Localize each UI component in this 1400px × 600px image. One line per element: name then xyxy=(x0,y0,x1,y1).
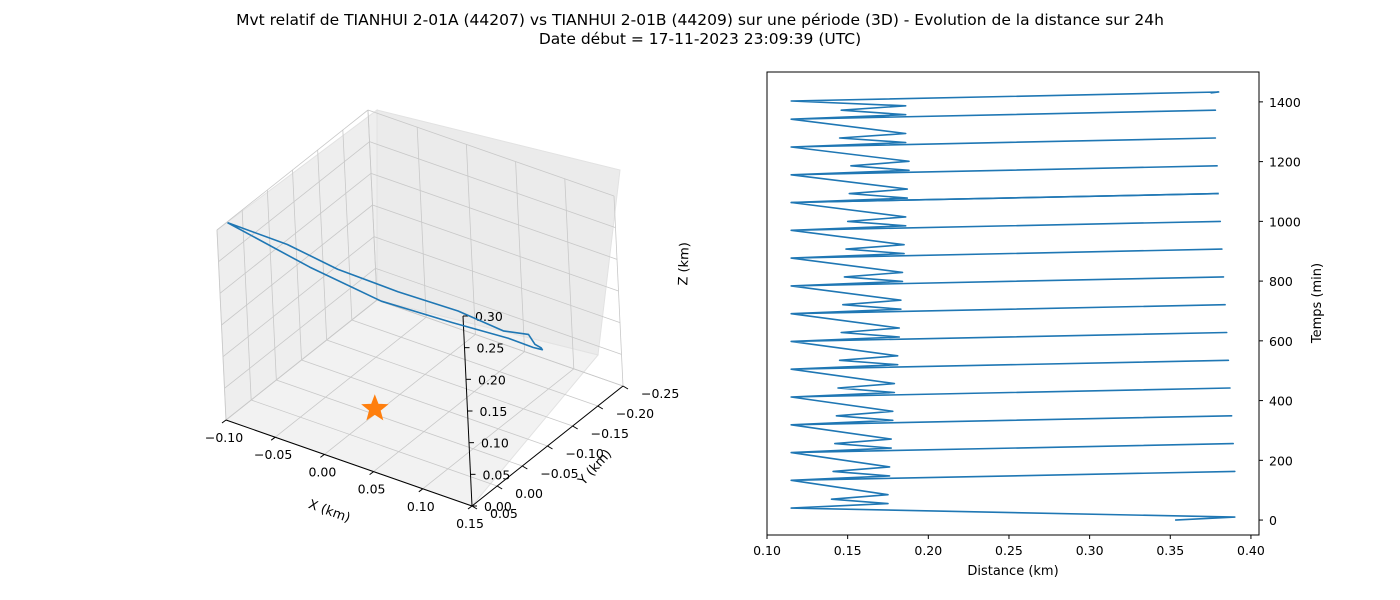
y-tick-label-2d: 400 xyxy=(1269,394,1293,409)
x-tick-label-3d: −0.10 xyxy=(205,430,243,445)
z-tick-label-3d: 0.30 xyxy=(475,309,503,324)
y-tick-label-3d: −0.05 xyxy=(540,466,578,481)
grid-line-z-left xyxy=(216,109,369,231)
x-tick-3d xyxy=(270,436,276,441)
y-tick-label-2d: 800 xyxy=(1269,274,1293,289)
x-tick-label-3d: 0.10 xyxy=(407,499,435,514)
x-tick-label-3d: 0.00 xyxy=(308,464,336,479)
grid-line-z-left xyxy=(218,141,370,262)
plot-3d: −0.10−0.050.000.050.100.15−0.25−0.20−0.1… xyxy=(205,109,693,531)
grid-line-y-floor xyxy=(351,319,598,407)
grid-line-z-right xyxy=(367,109,615,197)
trajectory-line-3d xyxy=(227,221,544,351)
figure-title: Mvt relatif de TIANHUI 2-01A (44207) vs … xyxy=(236,11,1164,29)
grid-line-z-left xyxy=(221,204,373,326)
y-tick-label-2d: 1200 xyxy=(1269,155,1301,170)
x-tick-label-3d: 0.05 xyxy=(358,482,386,497)
y-tick-3d xyxy=(622,385,629,390)
y-tick-label-3d: 0.05 xyxy=(490,506,518,521)
x-axis-label-3d: X (km) xyxy=(306,497,352,526)
x-tick-label-2d: 0.40 xyxy=(1237,543,1265,558)
distance-time-line-continued xyxy=(790,91,1220,204)
x-tick-label-2d: 0.20 xyxy=(914,543,942,558)
x-tick-3d xyxy=(221,419,227,424)
plot-2d: 0.10 0.15 0.20 0.25 0.30 0.35 0.40 0 200 400 600 80… xyxy=(753,71,1325,579)
x-axis-line-3d xyxy=(225,419,473,507)
series-3d xyxy=(227,221,544,421)
grid-line-z-left xyxy=(225,299,378,421)
grid-line-z-left xyxy=(224,268,376,389)
grid-line-z-right xyxy=(370,172,618,260)
y-tick-label-3d: 0.00 xyxy=(515,486,543,501)
y-tick-3d xyxy=(572,425,578,430)
start-star-marker xyxy=(361,394,389,421)
y-axis-label-2d: Temps (min) xyxy=(1310,263,1325,344)
z-tick-label-3d: 0.25 xyxy=(477,341,505,356)
y-tick-3d xyxy=(522,465,528,470)
y-tick-label-2d: 0 xyxy=(1269,513,1277,528)
grid-line-z-right xyxy=(375,267,622,355)
x-tick-label-3d: −0.05 xyxy=(254,447,292,462)
grid-line-y-floor xyxy=(326,339,573,427)
grid-line-z-right xyxy=(369,141,616,229)
x-tick-label-2d: 0.10 xyxy=(753,543,781,558)
series-2d xyxy=(790,91,1236,521)
grid-line-z-left xyxy=(222,236,375,357)
y-tick-label-2d: 200 xyxy=(1269,453,1293,468)
distance-time-line xyxy=(790,192,1236,521)
y-tick-3d xyxy=(547,445,553,450)
grid-line-y-floor xyxy=(276,379,523,467)
y-tick-label-2d: 1400 xyxy=(1269,95,1301,110)
grid-line-y-floor xyxy=(251,399,498,487)
z-tick-label-3d: 0.20 xyxy=(478,372,506,387)
y-tick-label-3d: −0.25 xyxy=(641,386,679,401)
grid-3d xyxy=(216,109,624,507)
y-tick-label-3d: −0.15 xyxy=(591,426,629,441)
z-tick-label-3d: 0.00 xyxy=(484,499,512,514)
x-tick-3d xyxy=(320,453,325,458)
x-tick-3d xyxy=(418,488,424,493)
ticks-3d: −0.10−0.050.000.050.100.15−0.25−0.20−0.1… xyxy=(205,309,679,531)
grid-line-y-floor xyxy=(301,359,548,447)
z-tick-label-3d: 0.05 xyxy=(483,467,511,482)
x-tick-3d xyxy=(369,471,374,476)
y-tick-3d xyxy=(597,405,604,410)
z-axis-label-3d: Z (km) xyxy=(676,242,693,286)
z-tick-label-3d: 0.15 xyxy=(480,404,508,419)
x-tick-label-2d: 0.30 xyxy=(1076,543,1104,558)
x-tick-label-2d: 0.25 xyxy=(995,543,1023,558)
y-tick-label-3d: −0.20 xyxy=(616,406,654,421)
z-tick-label-3d: 0.10 xyxy=(481,436,509,451)
x-tick-label-2d: 0.35 xyxy=(1156,543,1184,558)
ticks-2d: 0.10 0.15 0.20 0.25 0.30 0.35 0.40 0 200 400 600 80… xyxy=(753,95,1301,558)
x-tick-label-2d: 0.15 xyxy=(834,543,862,558)
figure-subtitle: Date début = 17-11-2023 23:09:39 (UTC) xyxy=(538,30,862,48)
x-tick-label-3d: 0.15 xyxy=(456,516,484,531)
y-tick-label-2d: 1000 xyxy=(1269,214,1301,229)
grid-line-z-left xyxy=(219,173,372,294)
grid-line-z-right xyxy=(372,204,619,292)
y-tick-label-2d: 600 xyxy=(1269,334,1293,349)
y-tick-label-3d: −0.10 xyxy=(566,446,604,461)
plot-area-2d xyxy=(766,71,1260,536)
x-axis-label-2d: Distance (km) xyxy=(967,564,1058,579)
grid-line-z-right xyxy=(376,299,624,387)
y-tick-3d xyxy=(496,485,503,490)
x-tick-3d xyxy=(467,505,473,510)
grid-line-z-right xyxy=(373,236,621,324)
